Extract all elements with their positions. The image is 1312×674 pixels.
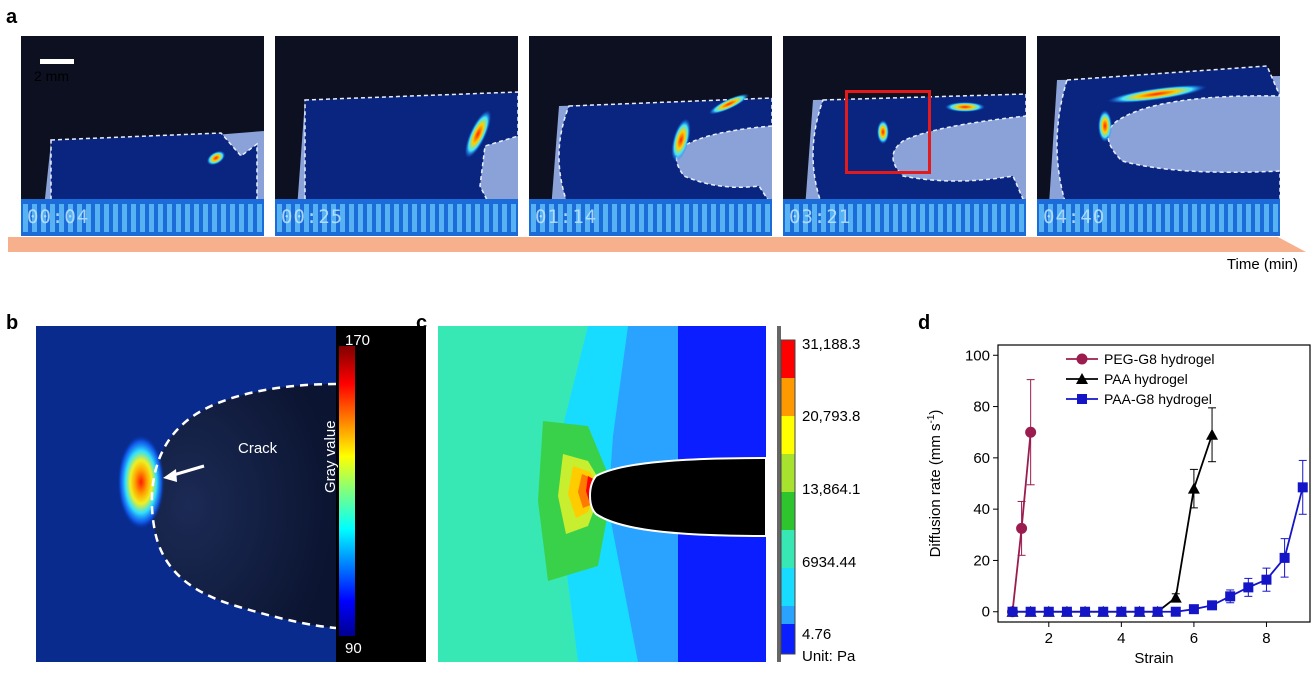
panel-a-label: a bbox=[6, 6, 18, 28]
legend-entry: PAA hydrogel bbox=[1066, 371, 1188, 387]
data-point bbox=[1187, 482, 1200, 494]
data-point bbox=[1206, 428, 1219, 440]
series-peg-g8-hydrogel bbox=[1007, 379, 1037, 618]
data-point bbox=[1169, 591, 1182, 603]
series-line bbox=[1012, 434, 1213, 613]
timestamp: 01:14 bbox=[535, 206, 598, 228]
legend-label: PEG-G8 hydrogel bbox=[1104, 351, 1215, 367]
legend-entry: PAA-G8 hydrogel bbox=[1066, 391, 1212, 407]
y-tick-label: 100 bbox=[965, 347, 990, 364]
crack-tip-hotspot bbox=[117, 434, 165, 530]
scale-bar bbox=[40, 59, 74, 64]
y-tick-label: 0 bbox=[982, 604, 990, 621]
series-paa-hydrogel bbox=[1006, 407, 1219, 617]
data-point bbox=[1279, 552, 1290, 563]
timestamp: 04:40 bbox=[1043, 206, 1106, 228]
data-point bbox=[1188, 604, 1199, 615]
x-axis-label: Strain bbox=[1134, 650, 1173, 667]
legend-marker bbox=[1077, 394, 1087, 404]
data-point bbox=[1007, 606, 1018, 617]
pressure-level-1: 31,188.3 bbox=[802, 336, 861, 353]
timestamp: 00:04 bbox=[27, 206, 90, 228]
data-point bbox=[1025, 426, 1037, 438]
data-point bbox=[1116, 606, 1127, 617]
legend-label: PAA hydrogel bbox=[1104, 371, 1188, 387]
timestamp: 00:25 bbox=[281, 206, 344, 228]
data-point bbox=[1061, 606, 1072, 617]
series-paa-g8-hydrogel bbox=[1007, 459, 1308, 617]
panel-c-label: c bbox=[416, 312, 428, 334]
data-point bbox=[1016, 522, 1028, 534]
y-tick-label: 40 bbox=[973, 501, 990, 518]
gray-value-colorbar bbox=[339, 346, 355, 636]
diffusion-rate-chart: 0 20 40 60 80 100 2 4 6 8 PEG-G8 hydrogel PAA hydr… bbox=[926, 344, 1311, 667]
data-point bbox=[1152, 606, 1163, 617]
plot-frame bbox=[997, 344, 1311, 623]
data-point bbox=[1025, 606, 1036, 617]
panel-b-label: b bbox=[6, 312, 19, 334]
crack-shape bbox=[589, 456, 767, 538]
pressure-unit: Unit: Pa bbox=[802, 648, 856, 665]
data-point bbox=[1098, 606, 1109, 617]
data-point bbox=[1261, 574, 1272, 585]
data-point bbox=[1207, 600, 1218, 611]
colorbar-max-label: 170 bbox=[345, 332, 371, 349]
pressure-level-3: 13,864.1 bbox=[802, 481, 861, 498]
legend-entry: PEG-G8 hydrogel bbox=[1066, 351, 1215, 367]
time-arrow bbox=[8, 237, 1306, 252]
crack-tip-grayscale-map bbox=[36, 326, 426, 662]
legend-label: PAA-G8 hydrogel bbox=[1104, 391, 1212, 407]
time-lapse-frame: 03:21 bbox=[783, 36, 1026, 236]
pressure-level-2: 20,793.8 bbox=[802, 408, 861, 425]
panel-d-label: d bbox=[918, 312, 931, 334]
timestamp: 03:21 bbox=[789, 206, 852, 228]
scale-bar-label: 2 mm bbox=[34, 68, 69, 84]
y-tick-label: 80 bbox=[973, 399, 990, 416]
data-point bbox=[1170, 606, 1181, 617]
time-lapse-frame: 01:14 bbox=[529, 36, 772, 236]
data-point bbox=[1243, 582, 1254, 593]
colorbar-title: Gray value bbox=[322, 420, 339, 493]
y-tick-label: 20 bbox=[973, 552, 990, 569]
pressure-level-5: 4.76 bbox=[802, 626, 832, 643]
pressure-colorbar bbox=[780, 339, 796, 655]
y-axis-label: Diffusion rate (mm s-1) bbox=[926, 410, 944, 558]
data-point bbox=[1080, 606, 1091, 617]
y-tick-label: 60 bbox=[973, 450, 990, 467]
legend-marker bbox=[1076, 373, 1088, 384]
pressure-level-4: 6934.44 bbox=[802, 554, 857, 571]
x-tick-label: 4 bbox=[1117, 630, 1125, 647]
time-axis-label: Time (min) bbox=[1226, 256, 1298, 273]
data-point bbox=[1297, 482, 1308, 493]
time-lapse-frame: 00:25 bbox=[275, 36, 518, 236]
time-lapse-frame: 00:04 bbox=[21, 36, 264, 236]
legend-marker bbox=[1076, 353, 1088, 365]
data-point bbox=[1043, 606, 1054, 617]
crack-boundary bbox=[150, 382, 337, 630]
crack-annotation: Crack bbox=[238, 440, 278, 457]
x-tick-label: 6 bbox=[1190, 630, 1198, 647]
stress-contour-map bbox=[438, 326, 796, 662]
x-tick-label: 2 bbox=[1045, 630, 1053, 647]
highlight-box bbox=[845, 90, 931, 174]
data-point bbox=[1134, 606, 1145, 617]
colorbar-min-label: 90 bbox=[345, 640, 362, 657]
series-line bbox=[1012, 487, 1304, 613]
data-point bbox=[1225, 591, 1236, 602]
x-tick-label: 8 bbox=[1262, 630, 1270, 647]
time-lapse-frame: 04:40 bbox=[1037, 36, 1280, 236]
